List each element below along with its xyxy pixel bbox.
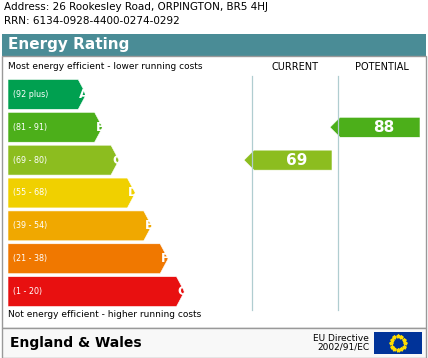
- Text: (92 plus): (92 plus): [13, 90, 48, 99]
- Bar: [2, 34, 426, 56]
- Polygon shape: [8, 145, 119, 175]
- Text: EU Directive: EU Directive: [313, 334, 369, 343]
- Bar: [374, 332, 422, 354]
- Text: (81 - 91): (81 - 91): [13, 123, 47, 132]
- Text: CURRENT: CURRENT: [271, 62, 318, 72]
- Text: Address: 26 Rookesley Road, ORPINGTON, BR5 4HJ: Address: 26 Rookesley Road, ORPINGTON, B…: [4, 2, 268, 12]
- Text: (55 - 68): (55 - 68): [13, 189, 47, 198]
- Polygon shape: [330, 117, 420, 137]
- Text: G: G: [178, 285, 188, 298]
- Text: D: D: [128, 187, 139, 199]
- Polygon shape: [8, 112, 103, 142]
- Text: C: C: [112, 154, 121, 166]
- Text: (69 - 80): (69 - 80): [13, 156, 47, 165]
- Text: England & Wales: England & Wales: [10, 336, 142, 350]
- Text: B: B: [95, 121, 105, 134]
- Text: 88: 88: [373, 120, 395, 135]
- Text: POTENTIAL: POTENTIAL: [355, 62, 409, 72]
- Polygon shape: [8, 178, 135, 208]
- Text: RRN: 6134-0928-4400-0274-0292: RRN: 6134-0928-4400-0274-0292: [4, 16, 180, 26]
- Polygon shape: [8, 244, 168, 274]
- Bar: [2, 328, 426, 358]
- Polygon shape: [8, 79, 86, 109]
- Polygon shape: [8, 277, 184, 306]
- Text: Energy Rating: Energy Rating: [8, 38, 129, 53]
- Polygon shape: [8, 211, 152, 241]
- Text: F: F: [161, 252, 169, 265]
- Text: Most energy efficient - lower running costs: Most energy efficient - lower running co…: [8, 62, 202, 71]
- Text: (39 - 54): (39 - 54): [13, 221, 47, 230]
- Text: Not energy efficient - higher running costs: Not energy efficient - higher running co…: [8, 310, 201, 319]
- Text: 69: 69: [286, 153, 308, 168]
- Text: (21 - 38): (21 - 38): [13, 254, 47, 263]
- Text: 2002/91/EC: 2002/91/EC: [317, 343, 369, 352]
- Polygon shape: [244, 150, 332, 170]
- Bar: [2, 56, 426, 328]
- Text: A: A: [79, 88, 89, 101]
- Text: (1 - 20): (1 - 20): [13, 287, 42, 296]
- Text: E: E: [145, 219, 153, 232]
